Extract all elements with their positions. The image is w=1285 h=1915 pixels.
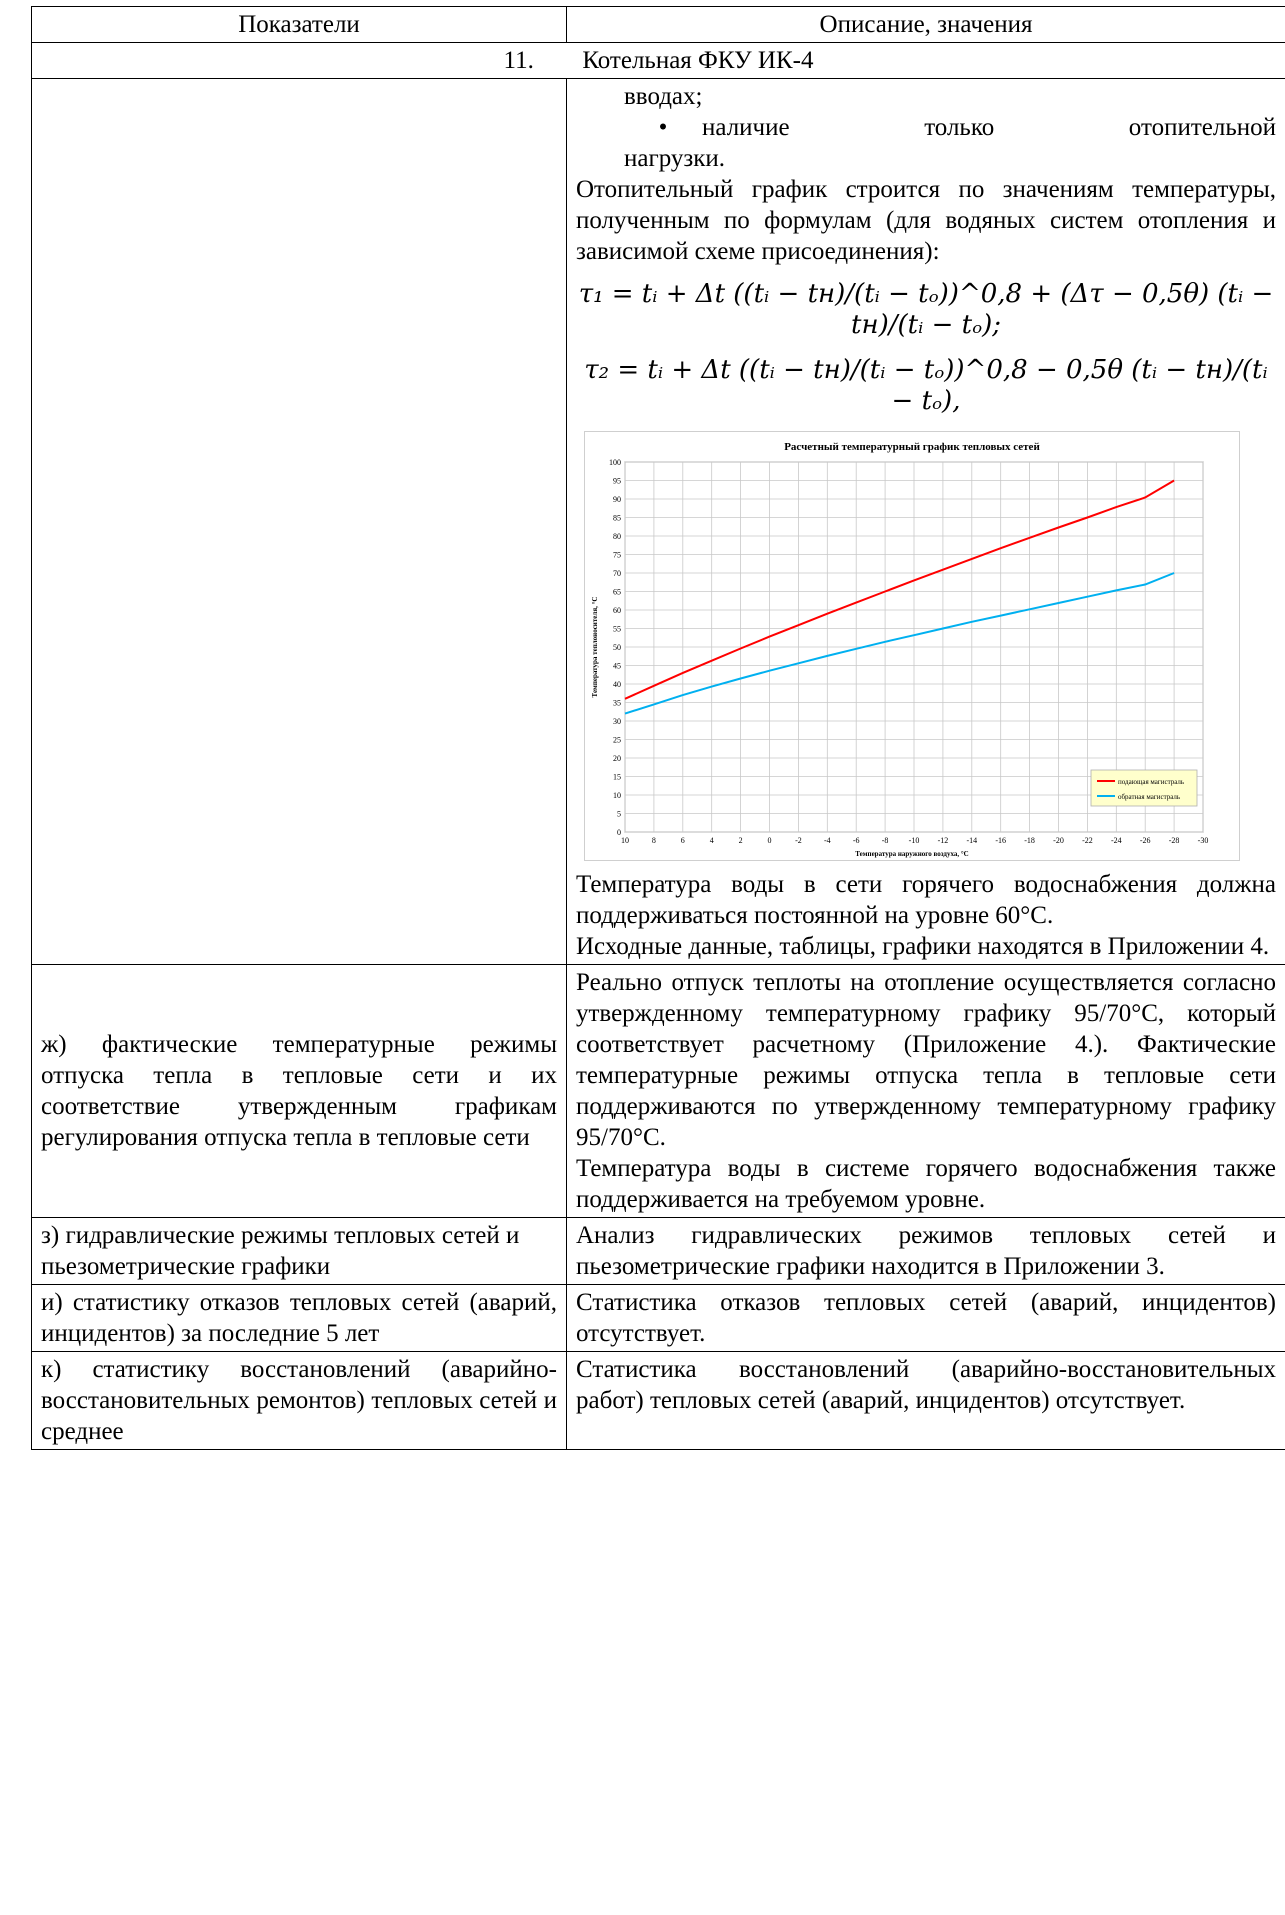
y-tick-label: 35 [613,699,621,708]
row-zh: ж) фактические температурные режимы отпу… [31,964,1285,1218]
bullet-text-line2: нагрузки. [624,145,726,172]
legend-label: обратная магистраль [1118,793,1180,801]
x-tick-label: -16 [995,836,1006,845]
x-tick-label: -26 [1140,836,1151,845]
y-tick-label: 75 [613,551,621,560]
chart-ylabel: Температура теплоносителя, °С [591,597,599,698]
y-tick-label: 85 [613,514,621,523]
row-z-left: з) гидравлические режимы тепловых сетей … [31,1217,567,1285]
document-table: Показатели Описание, значения 11. Котель… [31,6,1285,1450]
y-tick-label: 100 [609,458,621,467]
row-i-left: и) статистику отказов тепловых сетей (ав… [31,1284,567,1352]
section-title: Котельная ФКУ ИК-4 [582,47,814,74]
series-line-2 [624,572,1175,715]
y-tick-label: 40 [613,680,621,689]
bullet-text-line1: наличие только отопительной [702,114,1276,141]
section-number: 11. [503,47,534,74]
legend-label: подающая магистраль [1118,778,1184,786]
x-tick-label: -22 [1082,836,1093,845]
chart-xlabel: Температура наружного воздуха, °С [855,850,968,858]
x-tick-label: -28 [1169,836,1180,845]
chart-legend: подающая магистраль обратная магистраль [1090,769,1198,807]
y-tick-label: 90 [613,495,621,504]
x-tick-label: -30 [1198,836,1209,845]
x-tick-label: 4 [710,836,714,845]
y-tick-label: 95 [613,477,621,486]
y-tick-label: 20 [613,754,621,763]
source-data-paragraph: Исходные данные, таблицы, графики находя… [576,933,1270,960]
y-tick-label: 30 [613,717,621,726]
x-tick-label: 10 [621,836,629,845]
hot-water-paragraph: Температура воды в сети горячего водосна… [576,871,1276,929]
bullet-symbol: • [658,114,668,141]
row-z-right: Анализ гидравлических режимов тепловых с… [566,1217,1285,1285]
chart-title: Расчетный температурный график тепловых … [784,441,1040,453]
y-tick-label: 70 [613,569,621,578]
x-tick-label: 6 [681,836,685,845]
legend-box [1090,769,1198,807]
x-tick-label: 8 [652,836,656,845]
row-i: и) статистику отказов тепловых сетей (ав… [31,1284,1285,1352]
y-tick-label: 5 [617,810,621,819]
y-tick-label: 50 [613,643,621,652]
x-tick-label: 2 [739,836,743,845]
x-tick-label: -12 [938,836,949,845]
y-tick-label: 55 [613,625,621,634]
row-zh-right-p1: Реально отпуск теплоты на отопление осущ… [576,969,1276,1151]
y-tick-label: 65 [613,588,621,597]
row-z: з) гидравлические режимы тепловых сетей … [31,1217,1285,1285]
x-tick-label: -2 [795,836,802,845]
row1-left-empty [31,78,567,965]
chart-ticks: 10 8 6 4 2 0 -2 -4 -6 -8 -10 -12 -14 -16 -18 -20 -22 -24-… [609,458,1208,845]
row1-right: вводах; • наличие только отопительной на… [566,78,1285,965]
y-tick-label: 80 [613,532,621,541]
row-zh-right-p2: Температура воды в системе горячего водо… [576,1155,1276,1213]
row-zh-left: ж) фактические температурные режимы отпу… [31,964,567,1218]
section-row: 11. Котельная ФКУ ИК-4 [31,42,1285,79]
series-line-1 [624,479,1175,700]
header-col2: Описание, значения [566,6,1285,43]
chart-grid [624,461,1204,833]
heating-schedule-paragraph: Отопительный график строится по значения… [576,176,1276,265]
header-row: Показатели Описание, значения [31,6,1285,43]
row-k-right: Статистика восстановлений (аварийно-восс… [566,1351,1285,1450]
x-tick-label: -10 [909,836,920,845]
x-tick-label: -24 [1111,836,1122,845]
x-tick-label: -20 [1053,836,1064,845]
row-k: к) статистику восстановлений (аварийно-в… [31,1351,1285,1450]
x-tick-label: -18 [1024,836,1035,845]
row-i-right: Статистика отказов тепловых сетей (авари… [566,1284,1285,1352]
row-continuation: вводах; • наличие только отопительной на… [31,78,1285,965]
section-title-cell: 11. Котельная ФКУ ИК-4 [31,42,1285,79]
row-zh-right: Реально отпуск теплоты на отопление осущ… [566,964,1285,1218]
y-tick-label: 0 [617,828,621,837]
formula-tau1: τ₁ = tᵢ + Δt ((tᵢ − tн)/(tᵢ − tₒ))^0,8 +… [578,279,1274,340]
y-tick-label: 60 [613,606,621,615]
continued-text: вводах; [624,83,703,110]
temperature-chart: Расчетный температурный график тепловых … [584,431,1240,861]
chart-series [624,479,1175,715]
row-k-left: к) статистику восстановлений (аварийно-в… [31,1351,567,1450]
header-col1: Показатели [31,6,567,43]
y-tick-label: 45 [613,662,621,671]
y-tick-label: 15 [613,773,621,782]
x-tick-label: -14 [966,836,977,845]
x-tick-label: 0 [768,836,772,845]
x-tick-label: -8 [882,836,889,845]
y-tick-label: 25 [613,736,621,745]
formula-tau2: τ₂ = tᵢ + Δt ((tᵢ − tн)/(tᵢ − tₒ))^0,8 −… [584,355,1268,416]
bullet-item: • наличие только отопительной [576,112,1276,143]
x-tick-label: -4 [824,836,831,845]
chart-svg: Расчетный температурный график тепловых … [591,441,1208,858]
y-tick-label: 10 [613,791,621,800]
x-tick-label: -6 [853,836,860,845]
